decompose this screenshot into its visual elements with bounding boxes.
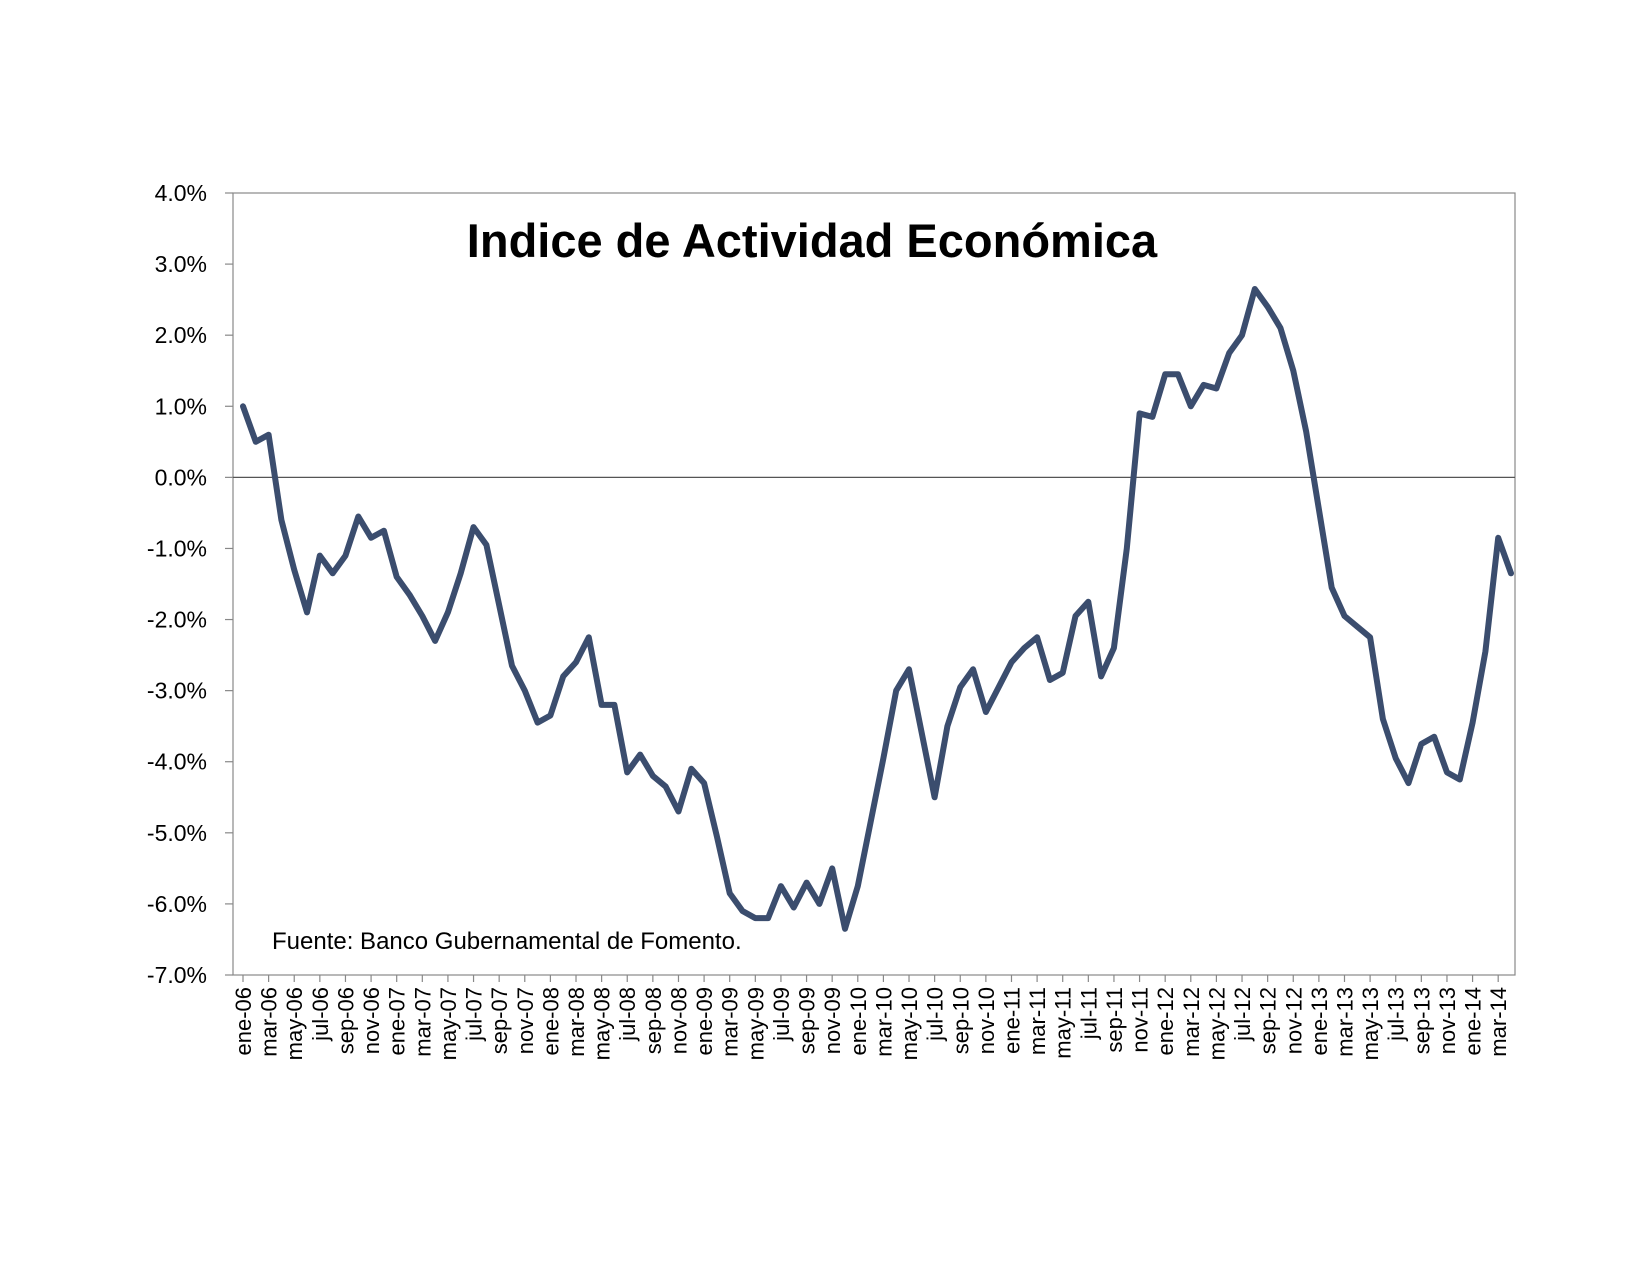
y-tick-label: 1.0% [155,393,207,419]
y-tick-label: -3.0% [147,678,207,704]
x-tick-label: may-11 [1051,987,1076,1059]
x-tick-label: sep-13 [1409,987,1434,1054]
x-tick-label: ene-07 [385,987,410,1056]
x-tick-label: mar-10 [871,987,896,1057]
x-tick-label: may-08 [590,987,615,1060]
x-tick-label: sep-09 [795,987,820,1054]
x-tick-label: jul-09 [769,987,794,1042]
x-tick-label: jul-11 [1076,987,1101,1040]
x-tick-label: mar-14 [1486,987,1511,1057]
y-tick-label: -2.0% [147,607,207,633]
x-tick-label: ene-12 [1153,987,1178,1056]
x-tick-label: nov-08 [666,987,691,1054]
x-tick-label: jul-13 [1384,987,1409,1042]
y-tick-label: 0.0% [155,464,207,490]
series-line [240,286,1514,932]
x-tick-label: mar-12 [1179,987,1204,1057]
y-tick-label: 2.0% [155,322,207,348]
chart-title: Indice de Actividad Económica [467,214,1158,267]
x-tick-label: ene-09 [692,987,717,1056]
x-tick-label: nov-07 [513,987,538,1054]
plot-area-frame [232,192,1516,976]
x-tick-label: ene-10 [846,987,871,1056]
x-tick-label: ene-13 [1307,987,1332,1056]
x-tick-label: ene-06 [231,987,256,1056]
x-tick-label: sep-07 [487,987,512,1054]
x-tick-label: jul-06 [308,987,333,1042]
y-tick-label: 4.0% [155,180,207,206]
y-tick-label: -4.0% [147,749,207,775]
x-tick-label: ene-11 [999,987,1024,1054]
source-annotation: Fuente: Banco Gubernamental de Fomento. [272,928,742,955]
x-tick-label: sep-12 [1256,987,1281,1054]
y-tick-label: -5.0% [147,820,207,846]
x-axis-ticks: ene-06 mar-06 may-06 jul-06 sep-06 nov-06 ene-… [231,975,1511,1060]
x-tick-label: ene-08 [538,987,563,1056]
x-tick-label: mar-13 [1332,987,1357,1057]
y-axis-ticks: 4.0% 3.0% 2.0% 1.0% 0.0% -1.0% -2.0% -3.0% -4.0%… [147,180,233,988]
y-tick-label: 3.0% [155,251,207,277]
x-tick-label: may-13 [1358,987,1383,1060]
x-tick-label: mar-11 [1025,987,1050,1055]
x-tick-label: may-10 [897,987,922,1060]
x-tick-label: nov-12 [1281,987,1306,1054]
x-tick-label: nov-13 [1435,987,1460,1054]
x-tick-label: mar-07 [410,987,435,1057]
x-tick-label: sep-08 [641,987,666,1054]
x-tick-label: sep-11 [1102,987,1127,1053]
x-tick-label: mar-08 [564,987,589,1057]
x-tick-label: may-09 [743,987,768,1060]
y-tick-label: -6.0% [147,891,207,917]
x-tick-label: mar-09 [718,987,743,1057]
y-tick-label: -7.0% [147,962,207,988]
x-tick-label: may-06 [282,987,307,1060]
x-tick-label: jul-12 [1230,987,1255,1042]
x-tick-label: sep-10 [948,987,973,1054]
x-tick-label: ene-14 [1461,987,1486,1056]
x-tick-label: may-12 [1204,987,1229,1060]
x-tick-label: sep-06 [333,987,358,1054]
x-tick-label: jul-10 [923,987,948,1042]
y-tick-label: -1.0% [147,535,207,561]
x-tick-label: mar-06 [257,987,282,1057]
x-tick-label: jul-08 [615,987,640,1042]
x-tick-label: nov-06 [359,987,384,1054]
x-tick-label: nov-09 [820,987,845,1054]
x-tick-label: nov-10 [974,987,999,1054]
x-tick-label: nov-11 [1128,987,1153,1053]
x-tick-label: may-07 [436,987,461,1060]
x-tick-label: jul-07 [462,987,487,1042]
